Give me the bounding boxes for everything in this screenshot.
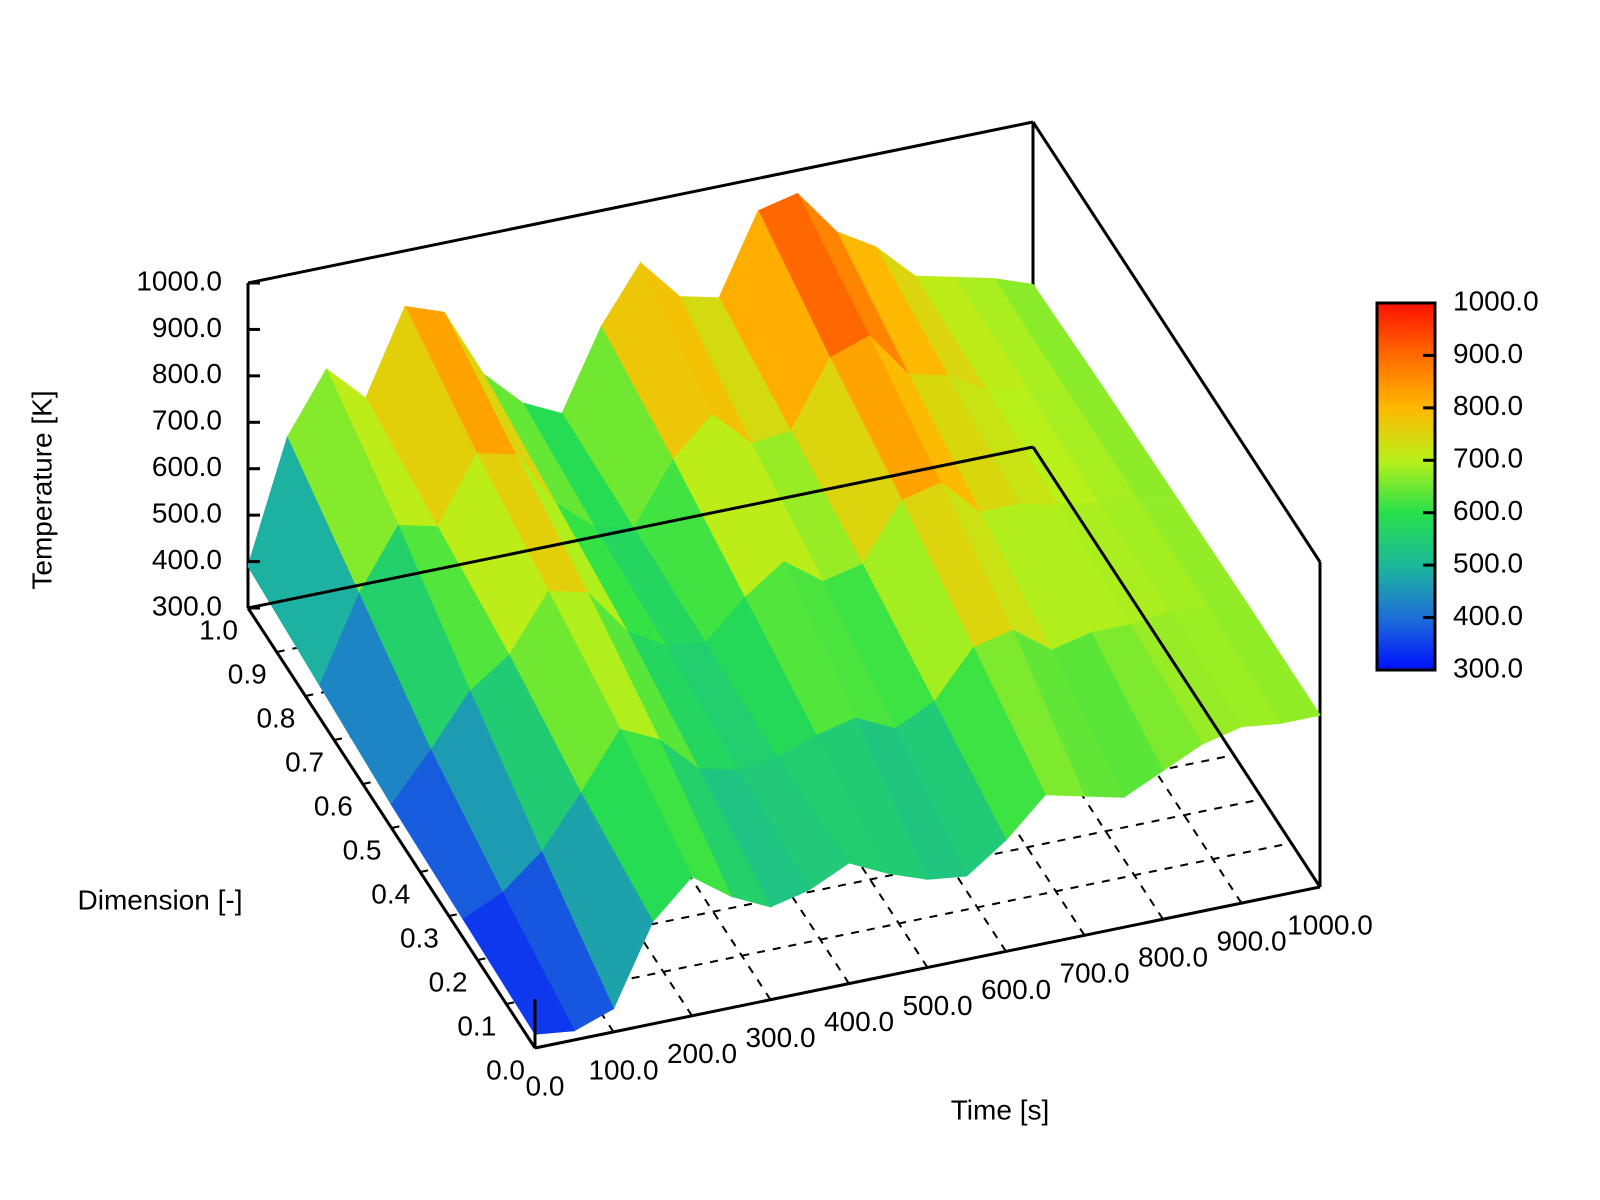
surface-patch: [462, 892, 576, 1035]
y-tick-label: 0.7: [285, 746, 324, 777]
box-edge: [534, 885, 1321, 1050]
colorbar-label: 600.0: [1453, 495, 1523, 526]
z-tick-label: 700.0: [152, 405, 222, 436]
colorbar-label: 400.0: [1453, 600, 1523, 631]
y-tick-label: 1.0: [199, 614, 238, 645]
colorbar: [1375, 301, 1437, 672]
x-tick-label: 600.0: [981, 974, 1051, 1005]
z-tick-label: 400.0: [152, 544, 222, 575]
box-edge: [247, 445, 1034, 610]
z-tick-label: 800.0: [152, 358, 222, 389]
colorbar-label: 500.0: [1453, 548, 1523, 579]
y-tick-label: 0.0: [486, 1054, 525, 1085]
y-tick-label: 0.8: [256, 702, 295, 733]
colorbar-label: 900.0: [1453, 338, 1523, 369]
z-tick-label: 600.0: [152, 451, 222, 482]
y-tick-label: 0.3: [400, 922, 439, 953]
z-tick-label: 1000.0: [136, 265, 222, 296]
colorbar-label: 1000.0: [1453, 285, 1539, 316]
colorbar-label: 700.0: [1453, 443, 1523, 474]
y-tick-label: 0.1: [457, 1010, 496, 1041]
z-tick-label: 300.0: [152, 590, 222, 621]
z-tick-label: 500.0: [152, 498, 222, 529]
box-edge: [1031, 121, 1322, 563]
box-edge: [1031, 446, 1322, 888]
x-tick-label: 0.0: [526, 1070, 565, 1101]
y-tick-label: 0.4: [371, 878, 410, 909]
y-tick-label: 0.6: [314, 790, 353, 821]
y-axis-title: Dimension [-]: [78, 884, 243, 915]
grid-line: [506, 842, 1292, 1005]
y-tick-label: 0.5: [343, 834, 382, 865]
box-edge: [246, 607, 537, 1049]
z-tick-label: 900.0: [152, 312, 222, 343]
x-tick-label: 700.0: [1059, 958, 1129, 989]
x-tick-label: 400.0: [824, 1006, 894, 1037]
x-tick-label: 1000.0: [1287, 909, 1373, 940]
x-axis-title: Time [s]: [951, 1094, 1050, 1125]
colorbar-label: 800.0: [1453, 390, 1523, 421]
x-tick-label: 200.0: [667, 1038, 737, 1069]
x-tick-label: 300.0: [745, 1022, 815, 1053]
y-tick-label: 0.9: [228, 658, 267, 689]
x-tick-label: 900.0: [1216, 925, 1286, 956]
box-edge: [247, 120, 1034, 285]
x-tick-label: 100.0: [588, 1054, 658, 1085]
z-axis-title: Temperature [K]: [26, 390, 57, 589]
x-tick-label: 500.0: [902, 990, 972, 1021]
colorbar-label: 300.0: [1453, 652, 1523, 683]
x-tick-label: 800.0: [1138, 942, 1208, 973]
y-tick-label: 0.2: [429, 966, 468, 997]
